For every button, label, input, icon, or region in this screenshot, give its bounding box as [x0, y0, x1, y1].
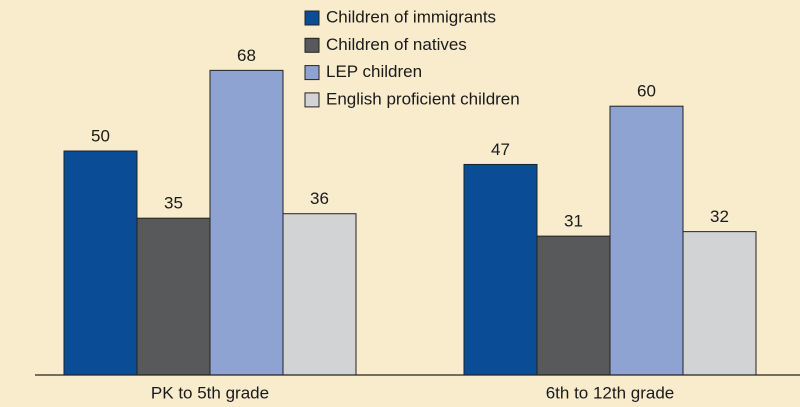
- bar: [463, 163, 538, 376]
- bar: [536, 235, 611, 376]
- legend-swatch: [304, 37, 320, 53]
- legend-swatch: [304, 10, 320, 26]
- bar: [136, 217, 211, 376]
- legend-label: Children of immigrants: [326, 7, 496, 26]
- value-label: 50: [91, 126, 110, 145]
- value-label: 32: [710, 207, 729, 226]
- legend-label: LEP children: [326, 62, 422, 81]
- value-label: 47: [491, 140, 510, 159]
- x-tick-label: 6th to 12th grade: [546, 383, 675, 402]
- legend-label: Children of natives: [326, 35, 467, 54]
- value-label: 35: [164, 194, 183, 213]
- x-tick-label: PK to 5th grade: [151, 383, 269, 402]
- value-label: 60: [637, 82, 656, 101]
- value-label: 36: [310, 189, 329, 208]
- legend-swatch: [304, 65, 320, 81]
- bar: [282, 213, 357, 376]
- bar: [63, 150, 138, 376]
- value-label: 31: [564, 212, 583, 231]
- value-label: 68: [237, 46, 256, 65]
- legend-label: English proficient children: [326, 89, 520, 108]
- bar: [682, 231, 757, 376]
- legend-swatch: [304, 92, 320, 108]
- bar: [209, 69, 284, 376]
- bar: [609, 105, 684, 376]
